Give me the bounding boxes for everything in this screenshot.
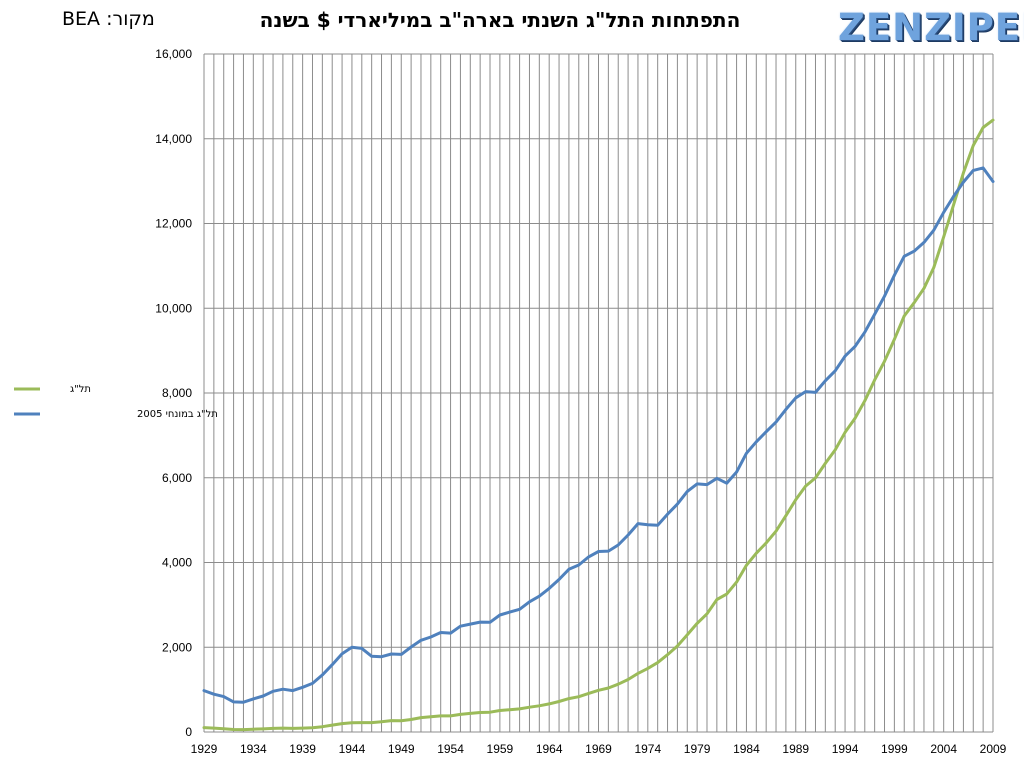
legend: תל"ג תל"ג במונחי 2005 xyxy=(14,384,218,420)
x-tick-label: 1984 xyxy=(733,742,760,756)
series-line-real xyxy=(202,166,995,704)
x-tick-label: 1959 xyxy=(487,742,514,756)
y-tick-label: 0 xyxy=(185,725,192,739)
x-tick-label: 1949 xyxy=(388,742,415,756)
x-tick-label: 1939 xyxy=(289,742,316,756)
x-tick-label: 1969 xyxy=(585,742,612,756)
x-tick-label: 2004 xyxy=(930,742,957,756)
x-tick-label: 1934 xyxy=(240,742,267,756)
y-tick-label: 10,000 xyxy=(155,301,192,315)
x-tick-label: 1979 xyxy=(684,742,711,756)
source-note: BEA מקור: xyxy=(62,8,172,30)
series-lines xyxy=(202,118,995,732)
y-tick-label: 16,000 xyxy=(155,47,192,61)
y-tick-label: 14,000 xyxy=(155,132,192,146)
source-label: מקור: xyxy=(106,8,155,30)
legend-label: תל"ג xyxy=(70,384,91,395)
x-tick-label: 1954 xyxy=(437,742,464,756)
x-tick-label: 1944 xyxy=(339,742,366,756)
source-value: BEA xyxy=(62,8,101,30)
series-line-nominal xyxy=(202,118,995,732)
horizontal-gridlines xyxy=(204,53,993,733)
x-tick-label: 1964 xyxy=(536,742,563,756)
y-tick-label: 12,000 xyxy=(155,217,192,231)
chart-title: התפתחות התל"ג השנתי בארה"ב במיליארדי $ ב… xyxy=(259,8,741,32)
legend-label: תל"ג במונחי 2005 xyxy=(137,409,218,420)
x-tick-label: 1999 xyxy=(881,742,908,756)
y-tick-label: 4,000 xyxy=(162,556,192,570)
x-tick-label: 1989 xyxy=(782,742,809,756)
x-tick-label: 2009 xyxy=(980,742,1007,756)
x-tick-label: 1929 xyxy=(191,742,218,756)
x-axis-tick-labels: 1929 1934 1939 1944 1949 1954 1959 1964 1969 1974… xyxy=(191,742,1007,756)
x-tick-label: 1994 xyxy=(832,742,859,756)
x-tick-label: 1974 xyxy=(634,742,661,756)
y-tick-label: 6,000 xyxy=(162,471,192,485)
zenziper-logo: ZENZIPER xyxy=(838,6,1024,49)
y-tick-label: 2,000 xyxy=(162,640,192,654)
y-tick-label: 8,000 xyxy=(162,386,192,400)
y-axis-tick-labels: 0 2,000 4,000 6,000 8,000 10,000 12,000 14,000 1… xyxy=(155,47,192,739)
